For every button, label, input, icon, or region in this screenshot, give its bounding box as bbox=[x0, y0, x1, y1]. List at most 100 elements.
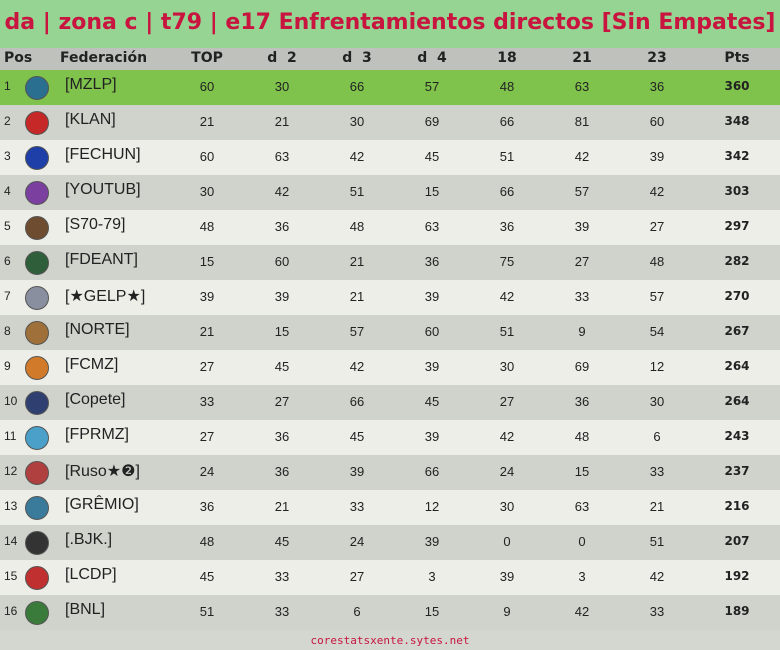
pos-cell: 7 bbox=[4, 289, 11, 303]
table-row: 4 [YOUTUB] 30 42 51 15 66 57 42 303 bbox=[0, 175, 780, 210]
score-cell: 36 bbox=[274, 219, 290, 234]
score-cell: 48 bbox=[349, 219, 365, 234]
score-cell: 12 bbox=[424, 499, 440, 514]
score-cell: 45 bbox=[274, 534, 290, 549]
team-icon bbox=[25, 356, 49, 380]
table-row: 11 [FPRMZ] 27 36 45 39 42 48 6 243 bbox=[0, 420, 780, 455]
score-cell: 57 bbox=[574, 184, 590, 199]
score-cell: 21 bbox=[199, 114, 215, 129]
team-icon bbox=[25, 461, 49, 485]
score-cell: 3 bbox=[578, 569, 586, 584]
pos-cell: 13 bbox=[4, 499, 18, 513]
score-cell: 63 bbox=[274, 149, 290, 164]
federation-cell: [MZLP] bbox=[65, 76, 117, 93]
score-cell: 42 bbox=[499, 429, 515, 444]
score-cell: 21 bbox=[274, 114, 290, 129]
score-cell: 39 bbox=[199, 289, 215, 304]
pos-cell: 2 bbox=[4, 114, 11, 128]
score-cell: 12 bbox=[649, 359, 665, 374]
points-cell: 360 bbox=[724, 79, 750, 93]
team-icon bbox=[25, 146, 49, 170]
pos-cell: 6 bbox=[4, 254, 11, 268]
score-cell: 6 bbox=[353, 604, 361, 619]
score-cell: 30 bbox=[649, 394, 665, 409]
score-cell: 48 bbox=[649, 254, 665, 269]
table-row: 1 [MZLP] 60 30 66 57 48 63 36 360 bbox=[0, 70, 780, 105]
federation-cell: [KLAN] bbox=[65, 111, 116, 128]
pos-cell: 4 bbox=[4, 184, 11, 198]
points-cell: 264 bbox=[724, 359, 750, 373]
federation-cell: [★GELP★] bbox=[65, 288, 146, 305]
table-row: 10 [Copete] 33 27 66 45 27 36 30 264 bbox=[0, 385, 780, 420]
score-cell: 9 bbox=[503, 604, 511, 619]
federation-cell: [.BJK.] bbox=[65, 531, 113, 548]
table-row: 8 [NORTE] 21 15 57 60 51 9 54 267 bbox=[0, 315, 780, 350]
pos-cell: 10 bbox=[4, 394, 18, 408]
federation-cell: [FPRMZ] bbox=[65, 426, 129, 443]
table-row: 2 [KLAN] 21 21 30 69 66 81 60 348 bbox=[0, 105, 780, 140]
pos-cell: 9 bbox=[4, 359, 11, 373]
score-cell: 60 bbox=[199, 149, 215, 164]
score-cell: 30 bbox=[499, 499, 515, 514]
score-cell: 15 bbox=[199, 254, 215, 269]
team-icon bbox=[25, 111, 49, 135]
score-cell: 60 bbox=[649, 114, 665, 129]
points-cell: 207 bbox=[724, 534, 750, 548]
table-row: 9 [FCMZ] 27 45 42 39 30 69 12 264 bbox=[0, 350, 780, 385]
score-cell: 45 bbox=[424, 394, 440, 409]
score-cell: 66 bbox=[349, 79, 365, 94]
table-row: 14 [.BJK.] 48 45 24 39 0 0 51 207 bbox=[0, 525, 780, 560]
score-cell: 9 bbox=[578, 324, 586, 339]
pos-cell: 16 bbox=[4, 604, 18, 618]
federation-cell: [NORTE] bbox=[65, 321, 130, 338]
federation-cell: [GRÊMIO] bbox=[65, 496, 139, 513]
points-cell: 189 bbox=[724, 604, 750, 618]
pos-cell: 5 bbox=[4, 219, 11, 233]
score-cell: 36 bbox=[649, 79, 665, 94]
team-icon bbox=[25, 566, 49, 590]
federation-cell: [S70-79] bbox=[65, 216, 126, 233]
table-row: 16 [BNL] 51 33 6 15 9 42 33 189 bbox=[0, 595, 780, 630]
score-cell: 21 bbox=[649, 499, 665, 514]
score-cell: 57 bbox=[424, 79, 440, 94]
pos-cell: 14 bbox=[4, 534, 18, 548]
header-cell: d 3 bbox=[342, 50, 372, 66]
score-cell: 30 bbox=[274, 79, 290, 94]
table-row: 3 [FECHUN] 60 63 42 45 51 42 39 342 bbox=[0, 140, 780, 175]
score-cell: 36 bbox=[274, 429, 290, 444]
score-cell: 39 bbox=[424, 534, 440, 549]
score-cell: 60 bbox=[424, 324, 440, 339]
score-cell: 39 bbox=[424, 429, 440, 444]
team-icon bbox=[25, 251, 49, 275]
points-cell: 342 bbox=[724, 149, 750, 163]
federation-cell: [FCMZ] bbox=[65, 356, 119, 373]
score-cell: 57 bbox=[349, 324, 365, 339]
title-bar: da | zona c | t79 | e17 Enfrentamientos … bbox=[0, 0, 780, 48]
score-cell: 27 bbox=[649, 219, 665, 234]
team-icon bbox=[25, 286, 49, 310]
pos-cell: 15 bbox=[4, 569, 18, 583]
score-cell: 45 bbox=[274, 359, 290, 374]
score-cell: 21 bbox=[349, 289, 365, 304]
table-row: 6 [FDEANT] 15 60 21 36 75 27 48 282 bbox=[0, 245, 780, 280]
score-cell: 3 bbox=[428, 569, 436, 584]
score-cell: 24 bbox=[499, 464, 515, 479]
score-cell: 30 bbox=[199, 184, 215, 199]
score-cell: 33 bbox=[349, 499, 365, 514]
pos-cell: 11 bbox=[4, 429, 17, 443]
header-cell: TOP bbox=[191, 50, 223, 66]
score-cell: 42 bbox=[274, 184, 290, 199]
score-cell: 21 bbox=[349, 254, 365, 269]
score-cell: 69 bbox=[424, 114, 440, 129]
team-icon bbox=[25, 321, 49, 345]
score-cell: 51 bbox=[199, 604, 215, 619]
score-cell: 27 bbox=[199, 359, 215, 374]
pos-cell: 8 bbox=[4, 324, 11, 338]
score-cell: 39 bbox=[499, 569, 515, 584]
score-cell: 54 bbox=[649, 324, 665, 339]
score-cell: 51 bbox=[499, 324, 515, 339]
team-icon bbox=[25, 76, 49, 100]
footer: corestatsxente.sytes.net bbox=[310, 634, 470, 647]
score-cell: 66 bbox=[424, 464, 440, 479]
score-cell: 48 bbox=[574, 429, 590, 444]
